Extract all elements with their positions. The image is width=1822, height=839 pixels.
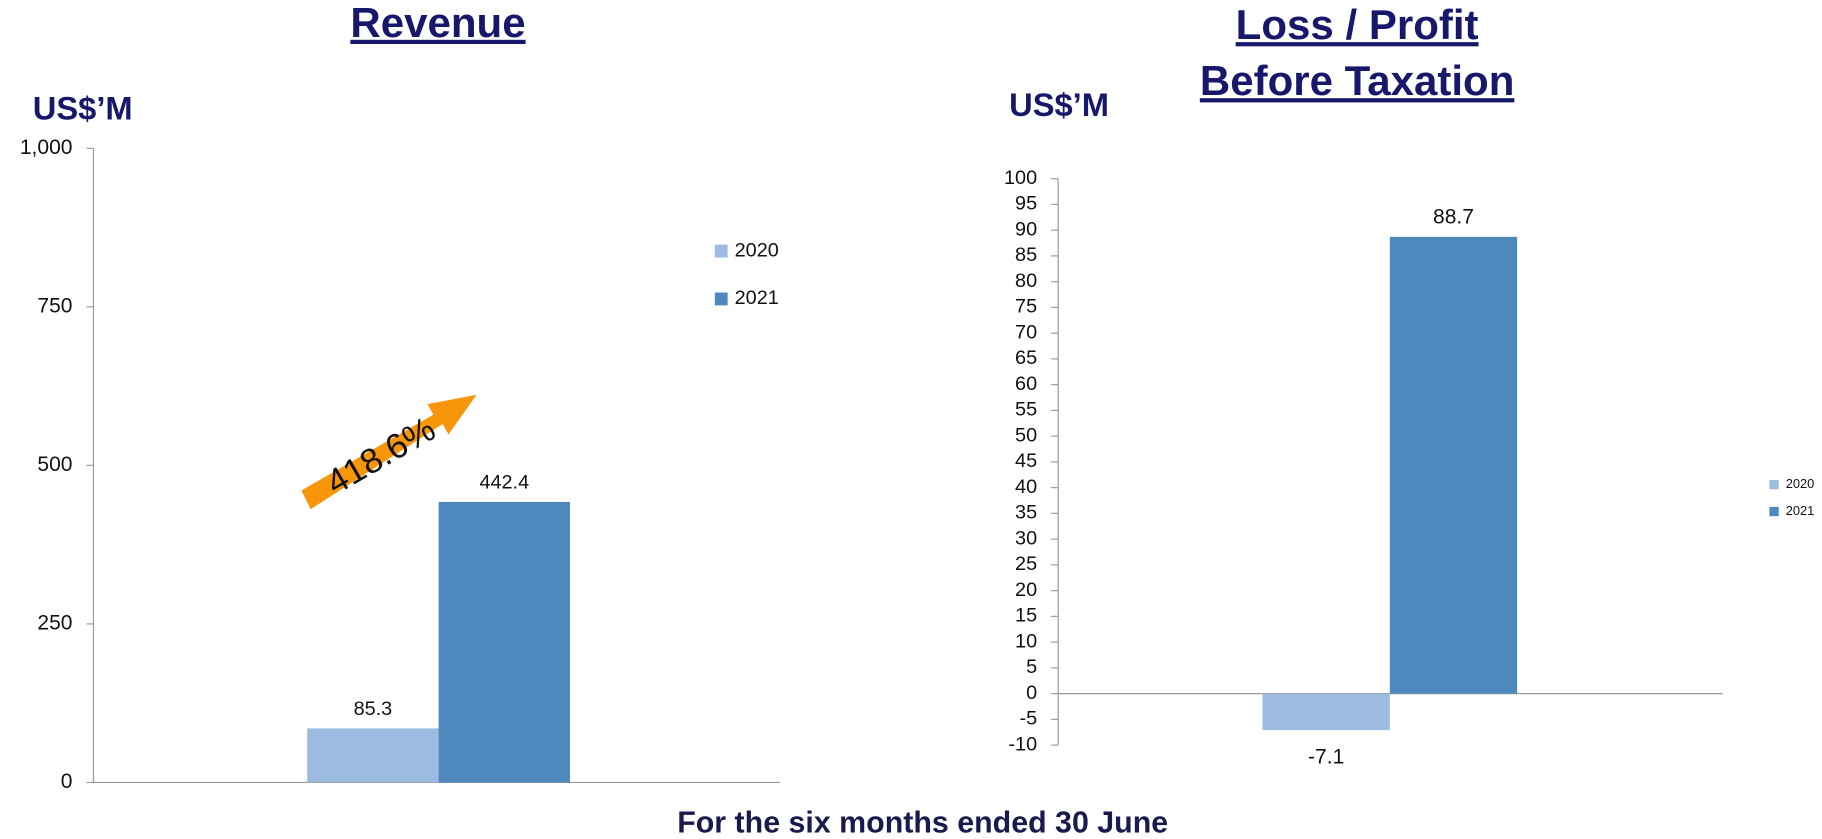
y-axis-label: US$’M xyxy=(1009,86,1109,123)
y-axis-label: US$’M xyxy=(33,90,133,127)
y-tick-label: 95 xyxy=(1015,193,1037,215)
legend-label: 2021 xyxy=(735,287,779,309)
legend-label: 2020 xyxy=(1786,476,1815,491)
y-tick-label: 750 xyxy=(37,294,72,317)
y-tick-label: 45 xyxy=(1015,450,1037,472)
legend-swatch xyxy=(714,292,728,306)
y-tick-label: 0 xyxy=(61,770,73,793)
y-tick-label: 40 xyxy=(1015,476,1037,498)
chart-title: Loss / Profit xyxy=(1236,1,1479,48)
legend-swatch xyxy=(1769,506,1779,517)
footer: For the six months ended 30 June xyxy=(677,807,1168,839)
y-tick-label: 1,000 xyxy=(20,136,73,159)
chart-title: Before Taxation xyxy=(1200,57,1515,104)
y-tick-label: 65 xyxy=(1015,347,1037,369)
y-tick-label: 60 xyxy=(1015,373,1037,395)
y-tick-label: -5 xyxy=(1019,708,1037,730)
growth-annotation: 418.6% xyxy=(320,409,442,502)
y-tick-label: 90 xyxy=(1015,218,1037,240)
y-tick-label: 25 xyxy=(1015,553,1037,575)
y-tick-label: 15 xyxy=(1015,605,1037,627)
y-tick-label: 75 xyxy=(1015,296,1037,318)
legend-label: 2020 xyxy=(735,239,779,261)
value-label: 85.3 xyxy=(354,698,393,720)
y-tick-label: 50 xyxy=(1015,424,1037,446)
y-tick-label: 35 xyxy=(1015,502,1037,524)
value-label: 88.7 xyxy=(1433,206,1474,229)
value-label: -7.1 xyxy=(1308,746,1344,769)
bar xyxy=(438,501,570,783)
legend-swatch xyxy=(714,244,728,258)
value-label: 442.4 xyxy=(479,471,529,493)
y-tick-label: 10 xyxy=(1015,630,1037,652)
chart-title: Revenue xyxy=(350,0,525,46)
y-tick-label: 85 xyxy=(1015,244,1037,266)
y-tick-label: 20 xyxy=(1015,579,1037,601)
y-tick-label: 250 xyxy=(37,611,72,634)
y-tick-label: 100 xyxy=(1004,167,1037,189)
growth-arrow xyxy=(301,394,477,510)
legend-swatch xyxy=(1769,479,1779,490)
y-tick-label: 5 xyxy=(1026,656,1037,678)
y-tick-label: 70 xyxy=(1015,321,1037,343)
y-tick-label: 55 xyxy=(1015,399,1037,421)
y-tick-label: 30 xyxy=(1015,527,1037,549)
y-tick-label: 80 xyxy=(1015,270,1037,292)
y-tick-label: -10 xyxy=(1008,733,1037,755)
bar xyxy=(1389,236,1518,694)
bar xyxy=(307,728,439,783)
y-tick-label: 0 xyxy=(1026,682,1037,704)
legend-label: 2021 xyxy=(1786,503,1815,518)
bar xyxy=(1262,693,1390,731)
y-tick-label: 500 xyxy=(37,453,72,476)
